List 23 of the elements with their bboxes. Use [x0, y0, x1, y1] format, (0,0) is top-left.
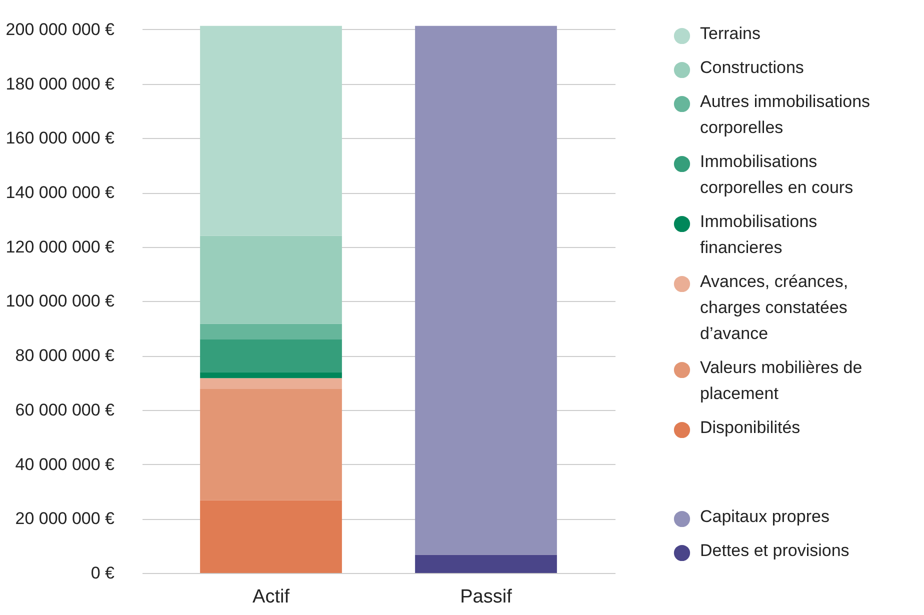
y-tick-label: 100 000 000 €	[6, 292, 116, 311]
legend-label: Disponibilités	[700, 418, 800, 437]
x-tick-label: Passif	[460, 586, 513, 608]
legend-label: Immobilisations financieres	[700, 212, 818, 257]
y-tick-label: 180 000 000 €	[6, 74, 116, 94]
legend-label: Avances, créances, charges constatées d’avance	[700, 272, 848, 343]
y-tick-label: 120 000 000 €	[6, 237, 116, 256]
y-tick-label: 40 000 000 €	[15, 454, 116, 474]
y-tick-label: 200 000 000 €	[6, 20, 116, 39]
legend-label: Immobilisations corporelles en cours	[700, 152, 854, 197]
y-tick-label: 80 000 000 €	[15, 346, 116, 366]
legend-label: Capitaux propres	[700, 507, 830, 526]
legend-label: Constructions	[700, 58, 804, 77]
legend-label: Terrains	[700, 24, 760, 43]
y-tick-label: 20 000 000 €	[15, 509, 116, 528]
y-tick-label: 140 000 000 €	[6, 183, 116, 202]
y-tick-label: 60 000 000 €	[15, 400, 116, 420]
legend-label: Valeurs mobilières de placement	[700, 358, 862, 403]
y-tick-label: 0 €	[90, 564, 116, 582]
x-tick-label: Actif	[252, 586, 290, 608]
legend-label: Dettes et provisions	[700, 541, 850, 560]
y-tick-label: 160 000 000 €	[6, 128, 116, 148]
legend-label: Autres immobilisations corporelles	[700, 92, 870, 137]
